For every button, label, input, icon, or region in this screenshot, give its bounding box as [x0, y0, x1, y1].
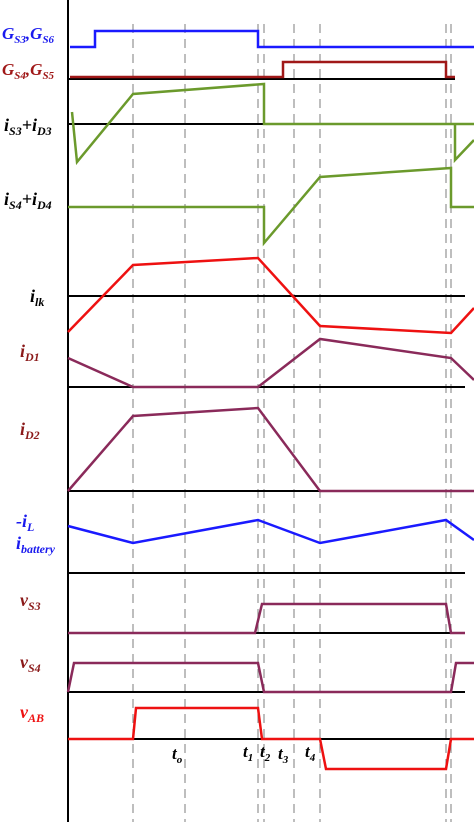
wave-is3-id3: [70, 82, 474, 166]
label-ibat: ibattery: [16, 533, 56, 556]
label-il: -iL: [16, 511, 34, 534]
label-is4-id4: iS4+iD4: [4, 189, 52, 212]
wave-gs36: [70, 29, 474, 49]
label-gs36: GS3,GS6: [2, 24, 55, 46]
time-label-t3: t3: [278, 744, 289, 766]
wave-gs45: [70, 60, 455, 79]
waveforms: [66, 29, 474, 771]
wave-vab: [68, 706, 474, 771]
wave-is3-id3-tail: [453, 124, 474, 164]
label-id2: iD2: [20, 419, 40, 442]
time-label-t0: to: [172, 744, 183, 766]
baselines: [68, 78, 465, 740]
label-vs3: vS3: [20, 590, 41, 613]
label-gs45: GS4,GS5: [2, 60, 55, 82]
wave-is4-id4: [68, 166, 474, 247]
label-ilk: ilk: [30, 286, 44, 309]
wave-vs4: [66, 661, 474, 694]
wave-ilk: [67, 256, 474, 335]
label-id1: iD1: [20, 341, 40, 364]
label-vab: vAB: [20, 702, 44, 725]
time-marker-lines: [132, 24, 452, 822]
time-label-t2: t2: [260, 742, 271, 764]
wave-id1: [67, 337, 474, 389]
label-is3-id3: iS3+iD3: [4, 115, 52, 138]
wave-id2: [67, 406, 474, 493]
wave-vs3: [68, 602, 465, 635]
time-label-t4: t4: [305, 742, 316, 764]
time-label-t1: t1: [243, 742, 253, 764]
label-vs4: vS4: [20, 652, 41, 675]
wave-il: [67, 518, 474, 545]
